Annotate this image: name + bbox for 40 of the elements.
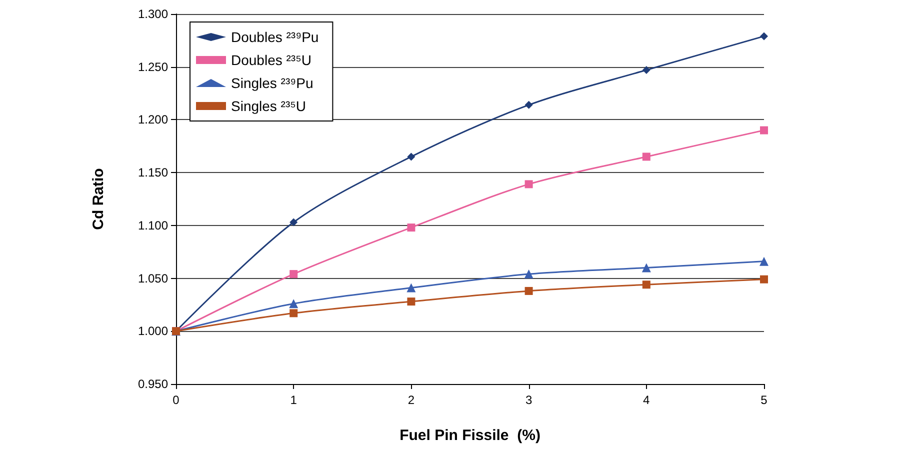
point <box>760 32 768 40</box>
point <box>290 270 298 278</box>
y-tick-label: 1.300 <box>138 7 168 21</box>
point <box>407 298 416 306</box>
y-tick-label: 0.950 <box>138 377 168 391</box>
point <box>406 283 416 292</box>
x-tick-label: 1 <box>290 393 298 407</box>
x-axis-title: Fuel Pin Fissile (%) <box>400 427 540 444</box>
x-tick-label: 2 <box>408 393 415 407</box>
x-tick-label: 0 <box>172 393 180 407</box>
point <box>407 152 416 161</box>
point <box>642 280 650 289</box>
y-tick-label: 1.150 <box>138 166 168 180</box>
point <box>642 66 650 74</box>
x-tick-label: 5 <box>760 393 768 407</box>
point <box>407 224 416 232</box>
point <box>524 180 533 188</box>
point <box>289 299 298 308</box>
legend-label: Singles ²³⁹Pu <box>231 75 314 91</box>
y-tick-label: 1.050 <box>138 271 168 286</box>
point <box>642 263 651 272</box>
y-axis-title: Cd Ratio <box>90 168 107 230</box>
point <box>524 286 533 295</box>
point <box>524 100 533 109</box>
legend-label: Doubles ²³⁹Pu <box>231 29 319 45</box>
point <box>760 275 768 284</box>
legend-label: Doubles ²³⁵U <box>231 52 312 68</box>
point <box>642 152 650 161</box>
y-tick-label: 1.200 <box>138 112 168 127</box>
y-tick-label: 1.000 <box>138 324 168 338</box>
x-tick-label: 3 <box>525 393 532 407</box>
y-tick-label: 1.250 <box>138 60 168 74</box>
point <box>760 126 768 134</box>
x-tick-label: 4 <box>643 393 650 407</box>
y-tick-label: 1.100 <box>138 218 168 232</box>
point <box>290 309 298 318</box>
legend-label: Singles ²³⁵U <box>231 98 306 114</box>
point <box>290 218 298 226</box>
point <box>524 270 534 279</box>
point <box>760 256 768 266</box>
